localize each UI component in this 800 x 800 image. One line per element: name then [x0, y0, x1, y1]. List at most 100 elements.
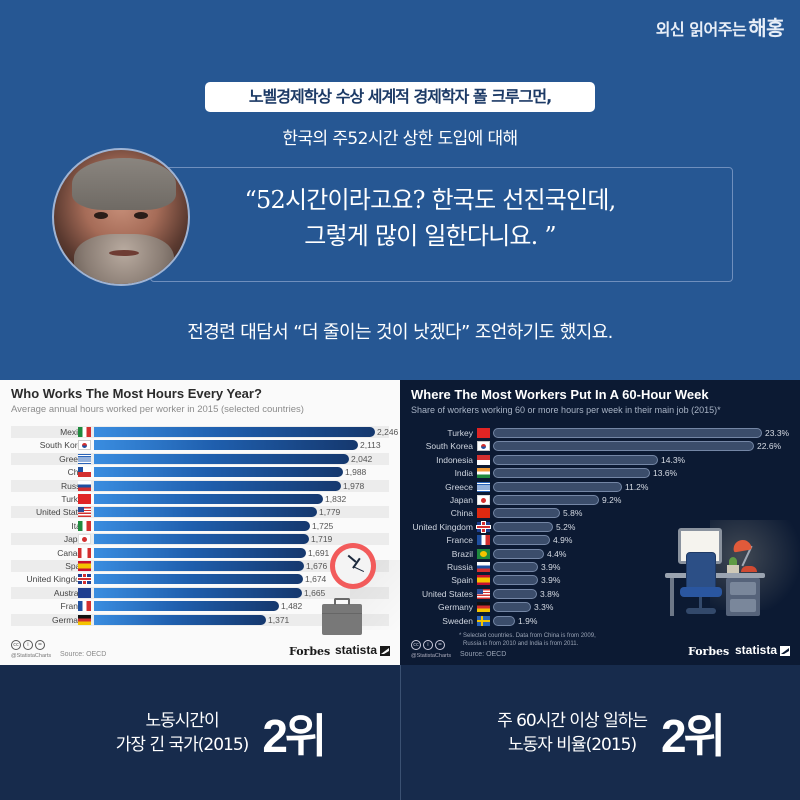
row-label: South Korea — [425, 441, 473, 452]
briefcase-line — [322, 613, 362, 614]
creative-commons-icons: cc i = — [411, 640, 445, 650]
flag-gr-icon — [78, 453, 91, 464]
flag-us-icon — [78, 507, 91, 518]
nd-icon: = — [35, 640, 45, 650]
row-label: France — [60, 601, 87, 612]
row-label: India — [454, 468, 473, 479]
chart-row: Australia 1,665 — [11, 586, 389, 599]
flag-tr-icon — [477, 428, 490, 438]
plant-icon — [729, 557, 737, 566]
row-label: Germany — [52, 614, 87, 625]
row-value: 1,978 — [343, 480, 365, 491]
bar — [493, 454, 658, 465]
portrait-eye-right — [134, 212, 148, 219]
row-value: 11.2% — [625, 481, 649, 492]
chart-row: United Kingdom 1,674 — [11, 573, 389, 585]
row-value: 4.4% — [547, 548, 567, 559]
flag-de-icon — [78, 614, 91, 625]
chart-row: United States 1,779 — [11, 506, 389, 519]
row-label: France — [446, 535, 473, 546]
chair-base — [686, 608, 716, 614]
row-label: Chile — [68, 466, 87, 478]
chart-row: Canada 1,691 — [11, 547, 389, 559]
row-label: Australia — [53, 587, 87, 598]
chart-row: Greece 2,042 — [11, 452, 389, 465]
portrait-mouth — [109, 250, 139, 256]
row-value: 1,779 — [319, 507, 341, 518]
row-label: Greece — [445, 481, 473, 492]
creative-commons-icons: cc i = — [11, 640, 45, 650]
desk-leg — [670, 578, 674, 616]
row-label: Turkey — [447, 428, 473, 438]
brand-name: 해홍 — [748, 16, 784, 40]
bar — [94, 480, 341, 491]
row-value: 4.9% — [553, 535, 573, 546]
stat-line-1: 노동시간이 — [145, 710, 219, 731]
flag-se-icon — [477, 615, 490, 626]
row-label: South Korea — [39, 440, 87, 451]
statista-logo: statista — [735, 643, 778, 657]
stat-rank: 2위 — [262, 709, 327, 762]
flag-kr-icon — [78, 440, 91, 451]
flag-id-icon — [477, 454, 490, 465]
chart-footnote: * Selected countries. Data from China is… — [459, 632, 596, 648]
stat-description: 주 60시간 이상 일하는 노동자 비율(2015) — [497, 709, 648, 757]
flag-ru-icon — [78, 480, 91, 491]
flag-mx-icon — [78, 427, 91, 437]
bar — [493, 428, 762, 438]
row-value: 1,676 — [306, 561, 328, 571]
bar — [493, 575, 538, 586]
row-value: 1,674 — [305, 574, 327, 585]
flag-fr-icon — [78, 601, 91, 612]
bar — [493, 468, 650, 479]
bar — [94, 547, 306, 558]
statista-logo: statista — [335, 643, 378, 657]
row-value: 1,719 — [311, 534, 333, 545]
row-value: 3.8% — [540, 588, 560, 599]
bar — [493, 481, 622, 492]
chart-row: Mexico 2,246 — [11, 426, 398, 438]
bar — [94, 574, 303, 585]
bar — [94, 561, 304, 571]
chart-row: Spain 1,676 — [11, 560, 389, 572]
row-value: 1,832 — [325, 494, 347, 504]
row-value: 1,665 — [304, 587, 326, 598]
row-label: Indonesia — [436, 454, 473, 465]
briefcase-icon — [322, 598, 362, 635]
chart-row: Indonesia 14.3% — [400, 454, 800, 466]
statista-handle: @StatistaCharts — [11, 653, 52, 659]
chart-row: Japan 9.2% — [400, 494, 800, 506]
chart-row: Turkey 1,832 — [11, 493, 389, 505]
flag-jp-icon — [78, 534, 91, 545]
chart-row: Sweden 1.9% — [400, 615, 800, 627]
stats-divider — [400, 665, 401, 800]
row-value: 1,482 — [281, 601, 303, 612]
row-label: United States — [35, 507, 87, 518]
statista-mark-icon — [780, 646, 790, 656]
flag-it-icon — [78, 520, 91, 531]
clock-hand-second — [352, 566, 365, 573]
chart-source: Source: OECD — [60, 651, 107, 658]
bar — [493, 562, 538, 572]
flag-ru-icon — [477, 562, 490, 572]
chart-subtitle: Average annual hours worked per worker i… — [11, 404, 304, 415]
desk-drawers — [726, 578, 760, 616]
row-value: 13.6% — [653, 468, 678, 479]
row-label: Greece — [59, 453, 87, 464]
chair-leg — [699, 597, 702, 611]
flag-de-icon — [477, 602, 490, 613]
flag-ca-icon — [78, 547, 91, 558]
row-value: 5.8% — [563, 508, 583, 519]
row-label: China — [450, 508, 473, 519]
row-label: Russia — [447, 562, 473, 572]
chart-title: Who Works The Most Hours Every Year? — [11, 386, 262, 401]
chart-row: Chile 1,988 — [11, 466, 389, 478]
bar — [493, 495, 599, 505]
row-label: Japan — [63, 534, 87, 545]
flag-fr-icon — [477, 535, 490, 546]
bar — [94, 520, 310, 531]
row-label: Brazil — [451, 548, 473, 559]
lamp-base — [741, 566, 757, 572]
brand-logo: 외신 읽어주는 해홍 — [656, 12, 785, 41]
row-value: 1,691 — [308, 547, 330, 558]
